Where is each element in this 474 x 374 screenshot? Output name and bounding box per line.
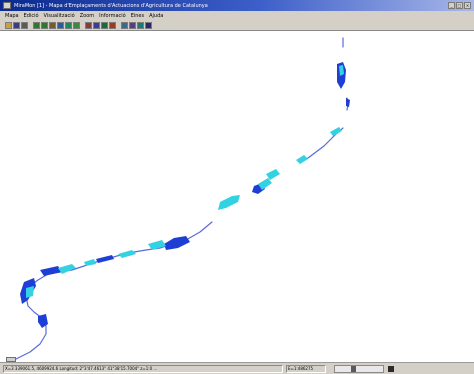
river-segment-light bbox=[148, 240, 166, 250]
river-segment-light bbox=[218, 195, 240, 210]
layers-icon[interactable] bbox=[65, 21, 72, 29]
minimize-button[interactable]: _ bbox=[448, 2, 455, 9]
river-segment-light bbox=[58, 264, 76, 274]
map-canvas[interactable] bbox=[0, 32, 474, 361]
river-segment-light bbox=[118, 250, 136, 258]
river-segment-dark bbox=[337, 62, 346, 89]
zoom-out-icon[interactable] bbox=[41, 21, 48, 29]
river-segment-light bbox=[266, 169, 280, 180]
save-icon[interactable] bbox=[13, 21, 20, 29]
map-corner-widget[interactable] bbox=[6, 357, 16, 362]
close-button[interactable]: × bbox=[464, 2, 471, 9]
menu-eines[interactable]: Eines bbox=[130, 12, 145, 19]
menu-visualitzacio[interactable]: Visualització bbox=[43, 12, 75, 19]
menu-edicio[interactable]: Edició bbox=[23, 12, 39, 19]
river-segment-dark bbox=[346, 98, 350, 107]
status-bar: X=3 339061.5, 4609924.6 Longitud: 2°3'47… bbox=[0, 362, 474, 374]
zoom-slider[interactable] bbox=[334, 364, 384, 373]
menu-informacio[interactable]: Informació bbox=[99, 12, 126, 19]
coordinates-readout: X=3 339061.5, 4609924.6 Longitud: 2°3'47… bbox=[3, 364, 283, 373]
river-segment-light bbox=[258, 178, 272, 190]
river-segment-light bbox=[339, 65, 344, 76]
zoom-in-icon[interactable] bbox=[33, 21, 40, 29]
zoom-slider-thumb[interactable] bbox=[351, 365, 356, 372]
river-segment-dark bbox=[40, 266, 62, 276]
status-indicator-icon bbox=[388, 365, 394, 372]
legend-icon[interactable] bbox=[101, 21, 108, 29]
open-icon[interactable] bbox=[5, 21, 12, 29]
window-title: MiraMon [1] - Mapa d'Emplaçaments d'Actu… bbox=[14, 2, 208, 9]
river-segment-light bbox=[84, 259, 96, 266]
window-icon[interactable] bbox=[137, 21, 144, 29]
river-segment-light bbox=[296, 155, 308, 164]
menu-ajuda[interactable]: Ajuda bbox=[149, 12, 164, 19]
river-segment-dark bbox=[164, 236, 190, 250]
select-icon[interactable] bbox=[93, 21, 100, 29]
export-icon[interactable] bbox=[129, 21, 136, 29]
full-view-icon[interactable] bbox=[57, 21, 64, 29]
app-icon bbox=[3, 2, 11, 9]
query-icon[interactable] bbox=[73, 21, 80, 29]
menu-mapa[interactable]: Mapa bbox=[5, 12, 19, 19]
map-layer bbox=[10, 37, 350, 361]
measure-icon[interactable] bbox=[85, 21, 92, 29]
help-icon[interactable] bbox=[145, 21, 152, 29]
maximize-button[interactable]: □ bbox=[456, 2, 463, 9]
menu-zoom[interactable]: Zoom bbox=[79, 12, 95, 19]
river-segment-dark bbox=[96, 255, 114, 263]
scale-readout: E=1:486275 bbox=[286, 364, 326, 373]
print-icon[interactable] bbox=[21, 21, 28, 29]
river-segment-dark bbox=[38, 314, 48, 328]
menu-bar: Mapa Edició Visualització Zoom Informaci… bbox=[0, 11, 474, 20]
pan-icon[interactable] bbox=[49, 21, 56, 29]
info-icon[interactable] bbox=[109, 21, 116, 29]
toolbar bbox=[0, 20, 474, 31]
river-segment-light bbox=[330, 127, 342, 136]
title-bar: MiraMon [1] - Mapa d'Emplaçaments d'Actu… bbox=[0, 0, 474, 11]
window-controls: _ □ × bbox=[448, 2, 471, 9]
river-segment-light bbox=[26, 286, 34, 298]
grid-icon[interactable] bbox=[121, 21, 128, 29]
